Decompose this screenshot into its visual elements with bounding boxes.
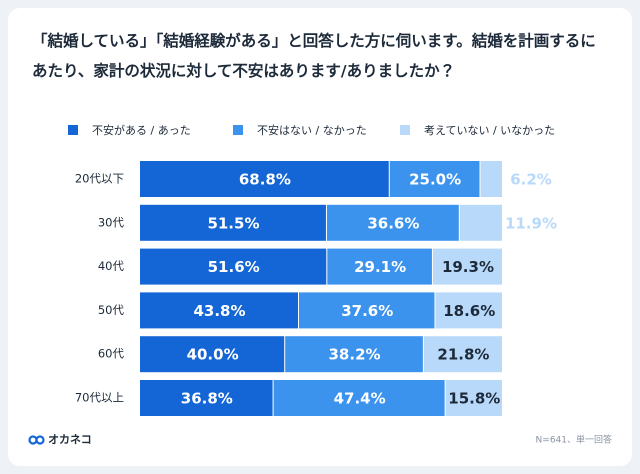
- y-tick-label: 40代: [98, 259, 125, 273]
- bar-segment: [327, 248, 432, 285]
- bar-segment: [285, 336, 423, 373]
- data-label: 21.8%: [437, 346, 489, 364]
- legend-label: 不安はない / なかった: [257, 124, 367, 137]
- y-tick-label: 60代: [98, 347, 125, 361]
- legend-swatch: [233, 125, 243, 135]
- data-label: 19.3%: [442, 258, 494, 276]
- bar-segment: [140, 161, 389, 197]
- data-label: 47.4%: [334, 390, 386, 408]
- data-label: 15.8%: [448, 390, 500, 408]
- data-label: 36.8%: [181, 390, 233, 408]
- legend-swatch: [68, 125, 78, 135]
- bar-segment: [140, 292, 298, 329]
- chart-title: 「結婚している」「結婚経験がある」と回答した方に伺います。結婚を計画するにあたり…: [32, 32, 596, 80]
- bar-segment: [423, 336, 502, 373]
- bar-segment: [140, 248, 327, 285]
- bar-segment: [445, 380, 502, 416]
- legend-label: 不安がある / あった: [92, 123, 191, 137]
- data-label: 51.5%: [207, 214, 259, 232]
- bar-segment: [435, 292, 502, 329]
- bar-segment: [298, 292, 435, 329]
- bar-segment: [140, 204, 326, 241]
- legend-swatch: [400, 125, 410, 135]
- data-label: 29.1%: [354, 258, 406, 276]
- bar-segment: [389, 161, 480, 197]
- data-label: 37.6%: [341, 302, 393, 320]
- data-label: 36.6%: [367, 214, 419, 232]
- data-label: 38.2%: [329, 346, 381, 364]
- data-label: 43.8%: [193, 302, 245, 320]
- data-label: 51.6%: [208, 258, 260, 276]
- y-tick-label: 70代以上: [75, 391, 124, 405]
- brand-logo: [28, 435, 45, 445]
- data-label: 25.0%: [409, 171, 461, 189]
- note: N=641、単一回答: [536, 434, 612, 446]
- bar-segment: [140, 380, 273, 416]
- data-label: 6.2%: [510, 171, 552, 189]
- bar-segment: [140, 336, 285, 373]
- y-tick-label: 30代: [98, 215, 125, 229]
- legend-label: 考えていない / いなかった: [424, 124, 555, 137]
- bar-segment: [273, 380, 445, 416]
- data-label: 40.0%: [187, 346, 239, 364]
- bar-segment: [326, 204, 459, 241]
- data-label: 11.9%: [505, 214, 557, 232]
- bar-segment: [480, 161, 502, 197]
- bar-segment: [432, 248, 502, 285]
- bar-segment: [459, 204, 502, 241]
- y-tick-label: 50代: [98, 303, 125, 317]
- data-label: 18.6%: [443, 302, 495, 320]
- data-label: 68.8%: [239, 171, 291, 189]
- y-tick-label: 20代以下: [75, 172, 124, 186]
- brand: オカネコ: [48, 433, 92, 446]
